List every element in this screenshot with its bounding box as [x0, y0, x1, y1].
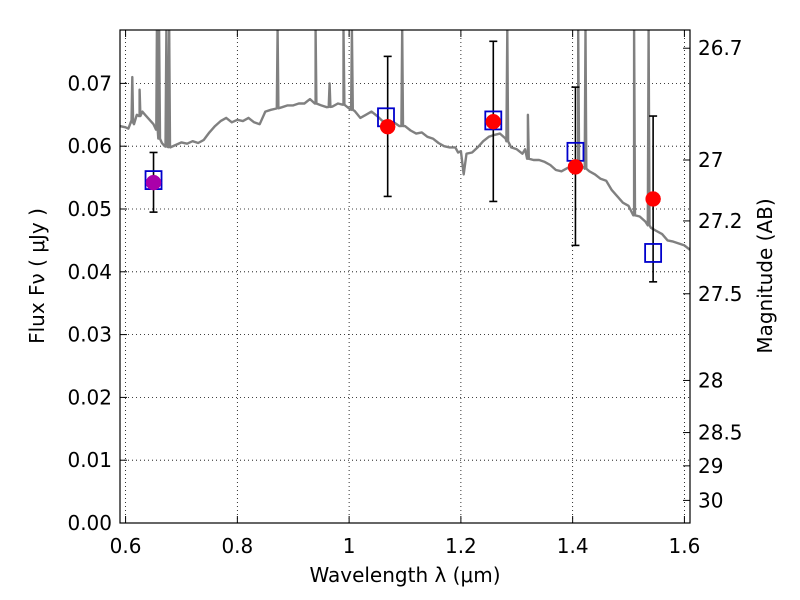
- y-tick-label: 0.02: [67, 385, 112, 409]
- x-tick-label: 1.6: [669, 534, 701, 558]
- x-tick-label: 1.4: [557, 534, 589, 558]
- data-points: [144, 40, 663, 283]
- right-tick-label: 29: [698, 454, 723, 478]
- right-axis-title: Magnitude (AB): [753, 198, 777, 353]
- plot-frame: [119, 29, 691, 524]
- x-tick-label: 1: [343, 534, 356, 558]
- spectrum-line: [120, 30, 690, 251]
- y-tick-label: 0.05: [67, 197, 112, 221]
- right-tick-label: 28.5: [698, 421, 743, 445]
- right-tick-label: 28: [698, 368, 723, 392]
- model-square-marker: [644, 243, 663, 263]
- observed-point: [145, 174, 162, 191]
- x-tick-label: 0.6: [110, 534, 142, 558]
- right-tick-label: 26.7: [698, 36, 743, 60]
- grid: [120, 30, 690, 524]
- right-tick-label: 27: [698, 148, 723, 172]
- y-tick-label: 0.01: [67, 448, 112, 472]
- axis-ticks: 0.6 0.8 1 1.2 1.4 1.6 0.00 0.01 0.02 0.03 0.04 0.05…: [67, 30, 743, 558]
- observed-point: [645, 191, 661, 207]
- x-axis-title: Wavelength λ (μm): [309, 563, 500, 587]
- observed-point: [379, 118, 396, 135]
- right-tick-label: 27.5: [698, 282, 743, 306]
- y-tick-label: 0.04: [67, 260, 112, 284]
- observed-point: [485, 113, 502, 130]
- right-tick-label: 27.2: [698, 209, 743, 233]
- y-tick-label: 0.06: [67, 134, 112, 158]
- observed-point: [567, 159, 584, 175]
- y-tick-label: 0.03: [67, 323, 112, 347]
- x-tick-label: 1.2: [445, 534, 477, 558]
- x-tick-label: 0.8: [221, 534, 253, 558]
- right-tick-label: 30: [698, 488, 723, 512]
- model-spectrum: [120, 30, 690, 251]
- y-tick-label: 0.07: [67, 71, 112, 95]
- y-tick-label: 0.00: [67, 511, 112, 535]
- y-axis-title: Flux Fν ( μJy ): [25, 208, 49, 344]
